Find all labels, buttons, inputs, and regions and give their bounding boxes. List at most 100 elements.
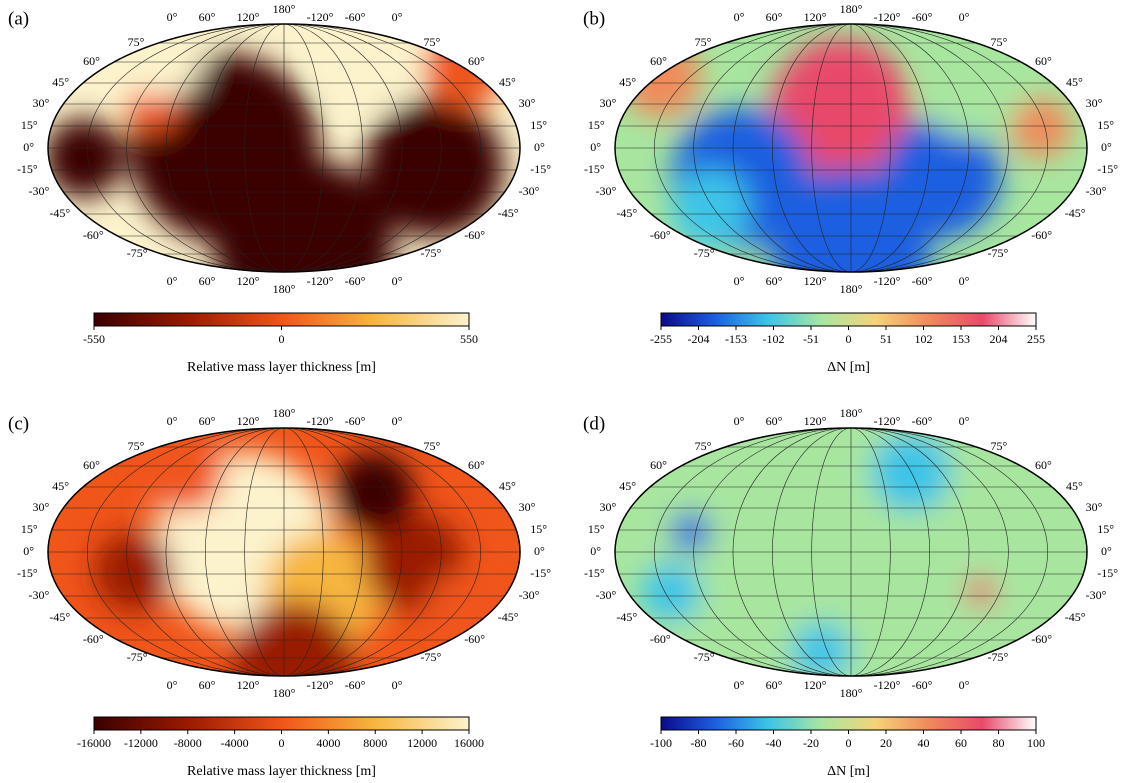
longitude-label: 60° [766,10,783,24]
latitude-label: 0° [23,544,34,558]
map-field [48,428,520,722]
latitude-label: -15° [530,566,551,580]
longitude-label: 180° [840,282,863,296]
colorbar-tick-label: -100 [650,736,672,750]
latitude-label: -45° [616,610,637,624]
longitude-label: -60° [345,10,366,24]
latitude-label: 60° [650,54,667,68]
colorbar-tick-label: -102 [763,332,785,346]
longitude-label: -120° [874,274,901,288]
latitude-label: -60° [83,632,104,646]
longitude-label: -120° [874,10,901,24]
latitude-label: -30° [596,588,617,602]
latitude-label: -45° [1065,610,1086,624]
latitude-label: -45° [1065,206,1086,220]
longitude-label: 0° [959,678,970,692]
latitude-label: 45° [619,75,636,89]
latitude-label: 45° [52,479,69,493]
latitude-label: -15° [1097,162,1118,176]
latitude-label: 45° [52,75,69,89]
longitude-label: 180° [840,406,863,420]
longitude-label: 60° [199,10,216,24]
latitude-label: 30° [519,500,536,514]
colorbar-tick-label: -550 [83,332,105,346]
colorbar-tick-label: -4000 [221,736,249,750]
latitude-label: 75° [424,439,441,453]
longitude-label: -60° [912,10,933,24]
longitude-label: 180° [273,406,296,420]
latitude-label: 60° [468,458,485,472]
colorbar-tick-label: -60 [728,736,744,750]
colorbar-tick-label: -16000 [77,736,111,750]
latitude-label: -45° [498,610,519,624]
latitude-label: -45° [49,206,70,220]
colorbar-tick-label: 16000 [454,736,484,750]
latitude-label: -15° [584,566,605,580]
latitude-label: -75° [987,246,1008,260]
longitude-label: 60° [766,274,783,288]
map-blob [334,452,414,532]
latitude-label: 60° [83,458,100,472]
latitude-label: -75° [420,246,441,260]
colorbar [661,313,1036,326]
latitude-label: 30° [1086,96,1103,110]
latitude-label: -30° [519,184,540,198]
map-blob [641,562,701,622]
latitude-label: 45° [1066,75,1083,89]
colorbar-tick-label: 550 [460,332,478,346]
latitude-label: -75° [420,650,441,664]
map-blob [44,118,124,198]
map-blob [324,8,424,108]
longitude-label: 120° [237,274,260,288]
latitude-label: 45° [499,75,516,89]
latitude-label: 0° [1101,544,1112,558]
latitude-label: -15° [17,162,38,176]
longitude-label: 60° [199,678,216,692]
colorbar-tick-label: -153 [725,332,747,346]
latitude-label: 75° [128,439,145,453]
longitude-label: 0° [167,10,178,24]
longitude-label: 0° [734,10,745,24]
longitude-label: -120° [307,414,334,428]
latitude-label: 60° [1035,54,1052,68]
colorbar-tick-label: 12000 [407,736,437,750]
latitude-label: 60° [83,54,100,68]
colorbar-tick-label: 0 [846,736,852,750]
longitude-label: -60° [345,274,366,288]
longitude-label: -60° [912,414,933,428]
longitude-label: 0° [392,678,403,692]
latitude-label: -60° [650,228,671,242]
latitude-label: -30° [1086,184,1107,198]
longitude-label: 120° [804,414,827,428]
colorbar-tick-label: 80 [993,736,1005,750]
colorbar-tick-label: 4000 [316,736,340,750]
latitude-label: 30° [600,96,617,110]
map-panel: (b)0°0°60°60°120°120°180°180°-120°-120°-… [583,2,1118,375]
longitude-label: 60° [199,414,216,428]
latitude-label: 30° [600,500,617,514]
longitude-label: 0° [167,274,178,288]
latitude-label: 0° [534,544,545,558]
map-blob [921,38,1021,138]
latitude-label: 15° [1097,522,1114,536]
latitude-label: -45° [616,206,637,220]
latitude-label: -75° [694,246,715,260]
latitude-label: 45° [499,479,516,493]
colorbar-tick-label: 100 [1027,736,1045,750]
longitude-label: 0° [734,414,745,428]
map-blob [144,432,224,512]
longitude-label: 180° [273,2,296,16]
latitude-label: -15° [584,162,605,176]
latitude-label: -60° [464,228,485,242]
map-panel: (a)0°0°60°60°120°120°180°180°-120°-120°-… [8,2,551,375]
colorbar-tick-label: -255 [650,332,672,346]
colorbar-tick-label: -12000 [124,736,158,750]
map-panel: (c)0°0°60°60°120°120°180°180°-120°-120°-… [8,406,551,779]
latitude-label: 30° [33,500,50,514]
colorbar-tick-label: 102 [915,332,933,346]
latitude-label: 75° [991,439,1008,453]
latitude-label: 15° [530,522,547,536]
latitude-label: 75° [695,439,712,453]
latitude-label: 0° [23,140,34,154]
map-blob [966,577,996,607]
